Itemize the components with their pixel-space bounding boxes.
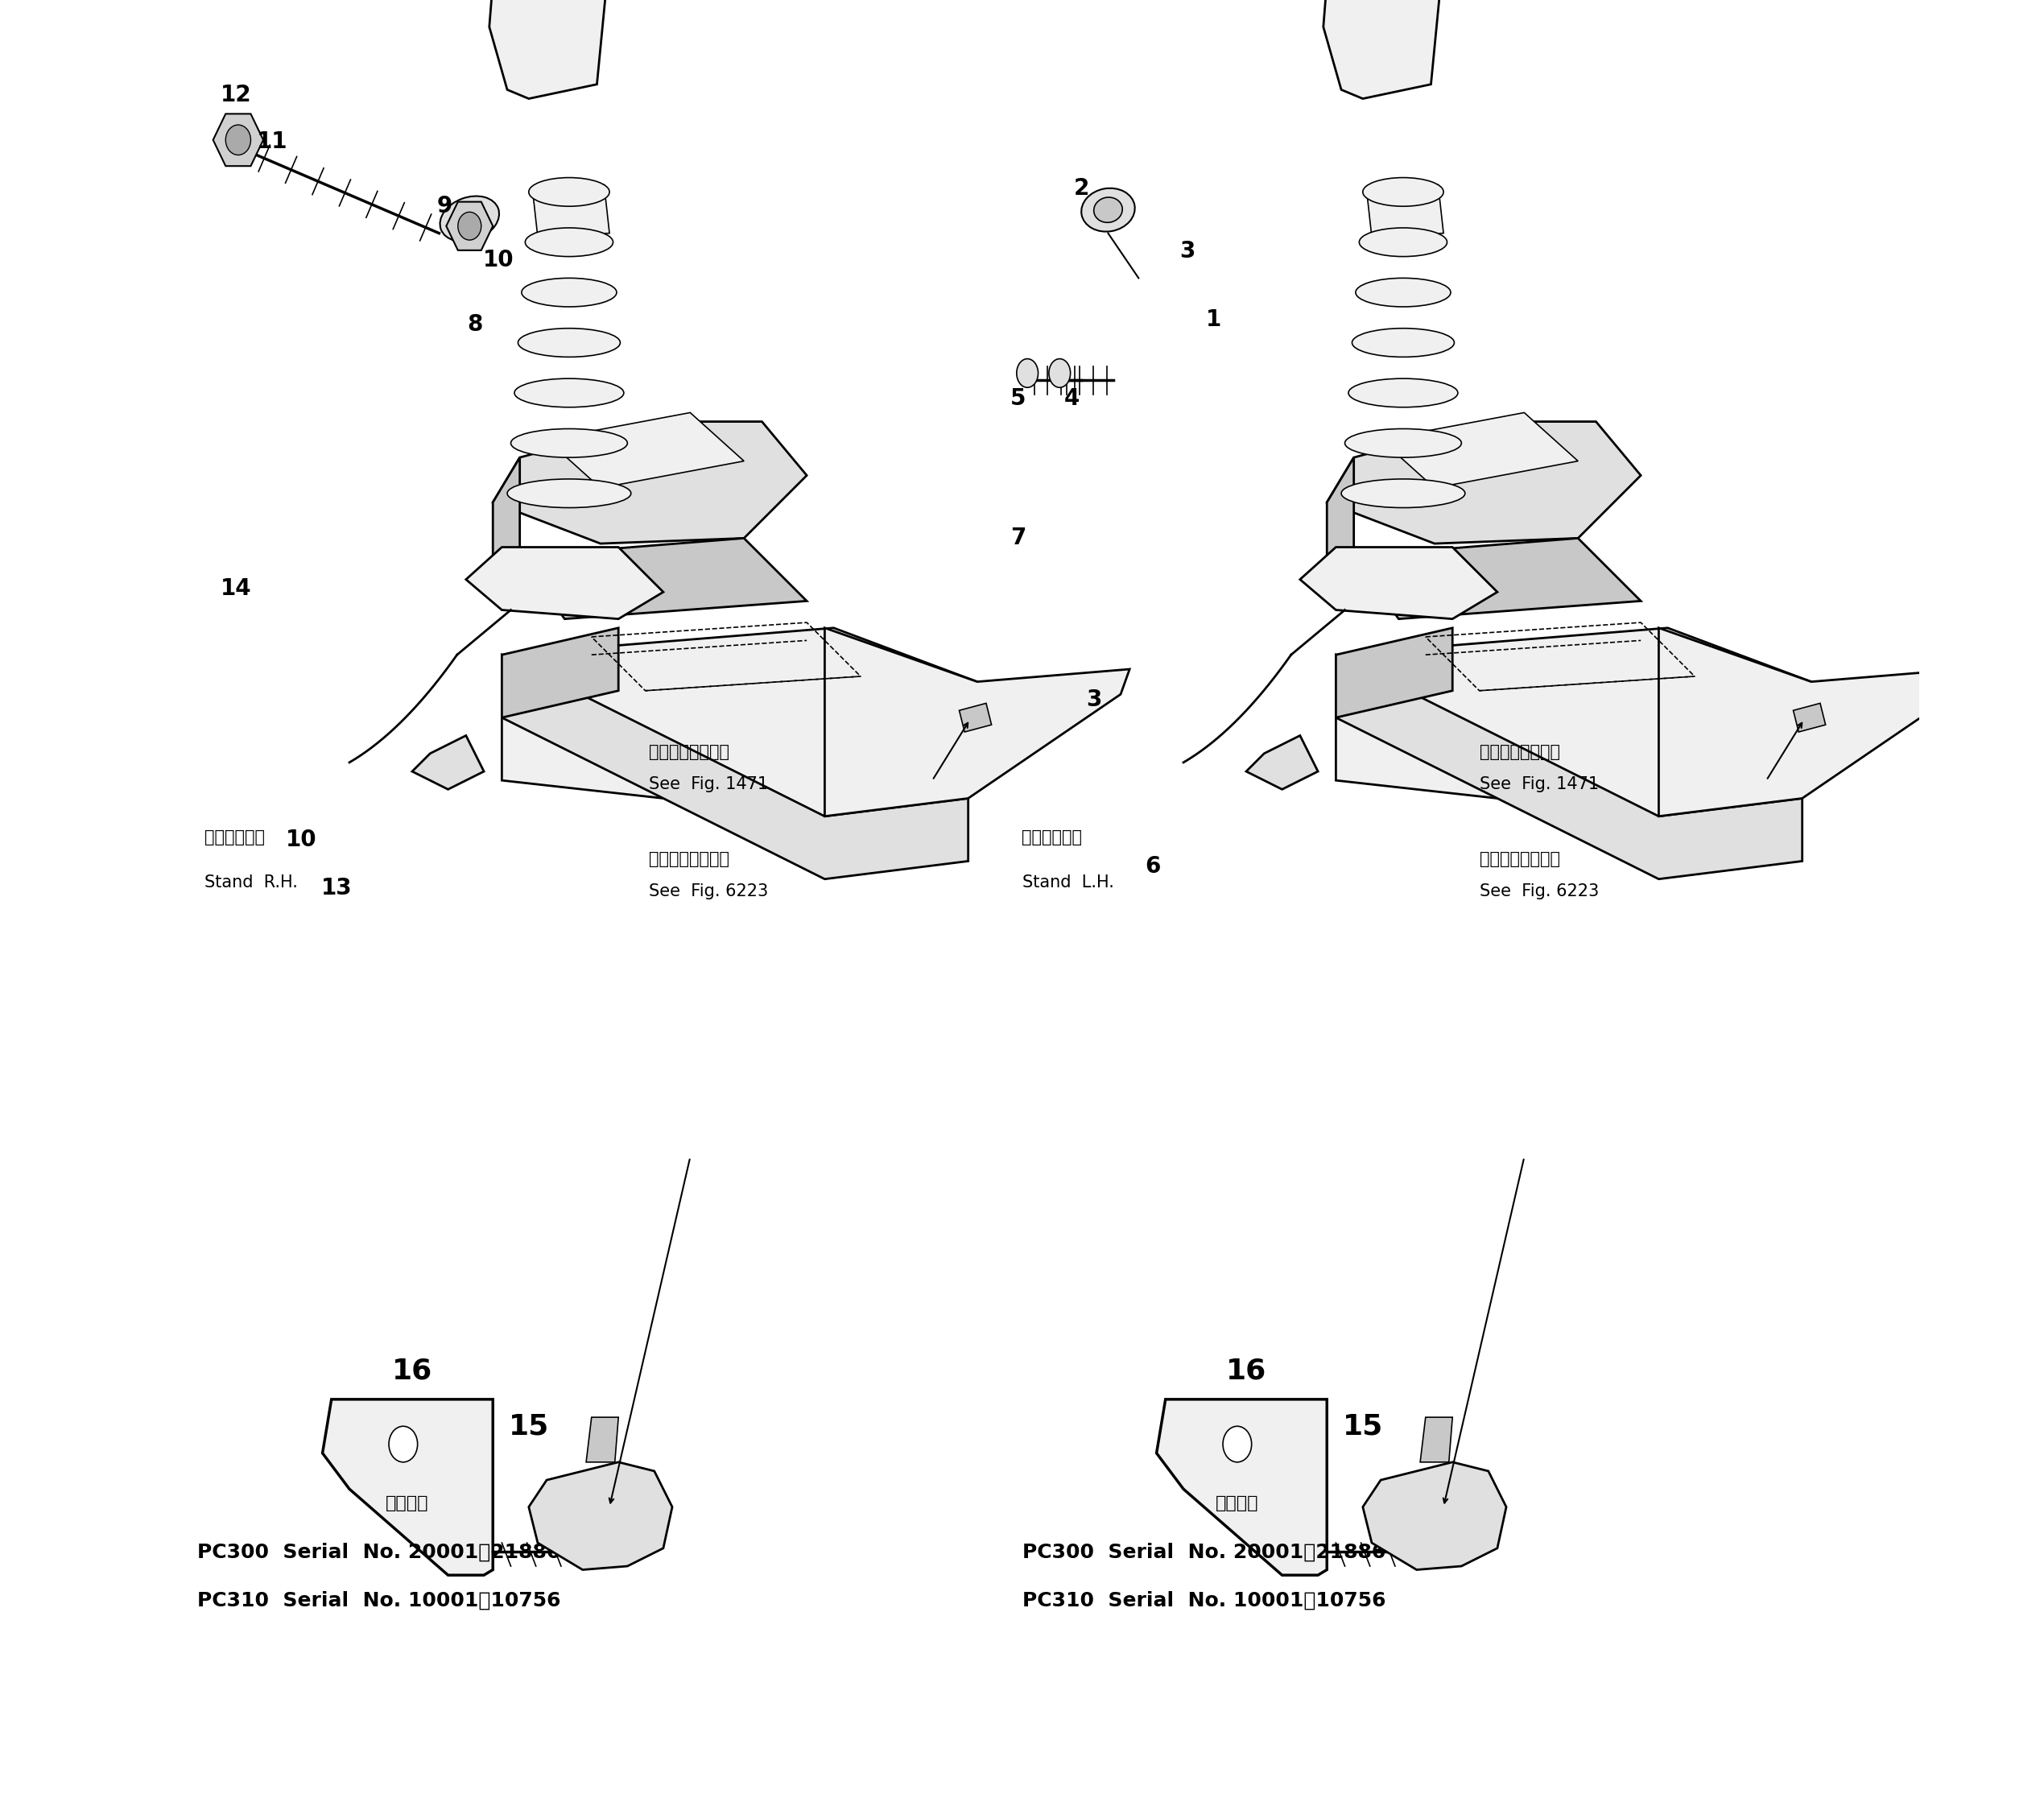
Text: See  Fig. 1471: See Fig. 1471 [648,777,769,791]
Text: 適用号機: 適用号機 [384,1496,429,1511]
Ellipse shape [521,278,617,307]
Text: 9: 9 [437,196,452,217]
Ellipse shape [1016,359,1038,388]
Text: 第６２２３図参照: 第６２２３図参照 [1480,852,1560,867]
Text: 4: 4 [1065,388,1079,409]
Polygon shape [1300,547,1498,619]
Text: 3: 3 [1179,240,1196,262]
Ellipse shape [511,429,628,457]
Polygon shape [1322,0,1443,99]
Polygon shape [1382,413,1578,488]
Text: 10: 10 [286,829,317,850]
Polygon shape [323,1399,493,1575]
Polygon shape [503,655,969,879]
Ellipse shape [439,196,499,242]
Text: See  Fig. 6223: See Fig. 6223 [648,884,769,899]
Ellipse shape [507,479,632,508]
Text: 15: 15 [1343,1412,1384,1441]
Ellipse shape [1341,479,1466,508]
Text: 5: 5 [1010,388,1026,409]
Polygon shape [213,113,264,167]
Ellipse shape [1349,379,1457,407]
Polygon shape [1327,422,1641,544]
Text: 1: 1 [1206,309,1222,330]
Polygon shape [529,1462,672,1570]
Text: 16: 16 [1226,1356,1267,1385]
Polygon shape [959,703,991,732]
Ellipse shape [1363,178,1443,206]
Polygon shape [493,422,807,544]
Polygon shape [1660,628,1964,816]
Polygon shape [489,0,609,99]
Polygon shape [519,538,807,619]
Text: スタンド　右: スタンド 右 [204,831,264,845]
Ellipse shape [517,328,619,357]
Polygon shape [546,413,744,488]
Text: 3: 3 [1085,689,1102,710]
Text: 15: 15 [509,1412,550,1441]
Ellipse shape [1359,228,1447,257]
Text: See  Fig. 1471: See Fig. 1471 [1480,777,1598,791]
Text: 14: 14 [221,578,251,599]
Polygon shape [503,628,977,816]
Polygon shape [446,201,493,251]
Ellipse shape [515,379,623,407]
Ellipse shape [1351,328,1453,357]
Text: 適用号機: 適用号機 [1216,1496,1259,1511]
Polygon shape [1327,457,1353,601]
Text: See  Fig. 6223: See Fig. 6223 [1480,884,1598,899]
Ellipse shape [1049,359,1071,388]
Text: 8: 8 [468,314,482,335]
Text: 10: 10 [482,249,513,271]
Ellipse shape [529,178,609,206]
Text: 第６２２３図参照: 第６２２３図参照 [648,852,730,867]
Ellipse shape [1081,188,1134,231]
Polygon shape [1337,628,1811,816]
Polygon shape [587,1417,619,1462]
Ellipse shape [1345,429,1461,457]
Polygon shape [1337,655,1803,879]
Text: 12: 12 [221,84,251,106]
Polygon shape [1793,703,1825,732]
Ellipse shape [1094,197,1122,222]
Text: 2: 2 [1073,178,1089,199]
Text: スタンド　左: スタンド 左 [1022,831,1083,845]
Polygon shape [1337,628,1453,718]
Ellipse shape [458,212,480,240]
Text: PC300  Serial  No. 20001～21886: PC300 Serial No. 20001～21886 [196,1543,560,1561]
Text: PC310  Serial  No. 10001～10756: PC310 Serial No. 10001～10756 [1022,1591,1386,1609]
Text: PC310  Serial  No. 10001～10756: PC310 Serial No. 10001～10756 [196,1591,560,1609]
Polygon shape [1157,1399,1327,1575]
Polygon shape [466,547,662,619]
Ellipse shape [525,228,613,257]
Text: 第１４７１図参照: 第１４７１図参照 [648,745,730,759]
Ellipse shape [225,126,251,154]
Polygon shape [824,628,1130,816]
Text: 第１４７１図参照: 第１４７１図参照 [1480,745,1560,759]
Text: Stand  R.H.: Stand R.H. [204,875,296,890]
Ellipse shape [388,1426,417,1462]
Polygon shape [1365,185,1443,237]
Polygon shape [493,457,519,601]
Ellipse shape [1355,278,1451,307]
Text: PC300  Serial  No. 20001～21886: PC300 Serial No. 20001～21886 [1022,1543,1386,1561]
Text: 11: 11 [258,131,288,152]
Polygon shape [531,185,609,237]
Text: Stand  L.H.: Stand L.H. [1022,875,1114,890]
Polygon shape [1421,1417,1453,1462]
Text: 16: 16 [392,1356,433,1385]
Ellipse shape [1222,1426,1251,1462]
Text: 6: 6 [1145,856,1161,877]
Polygon shape [1353,538,1641,619]
Text: 7: 7 [1010,527,1026,549]
Text: 13: 13 [321,877,352,899]
Polygon shape [1363,1462,1506,1570]
Polygon shape [1247,736,1318,789]
Polygon shape [413,736,484,789]
Polygon shape [503,628,619,718]
